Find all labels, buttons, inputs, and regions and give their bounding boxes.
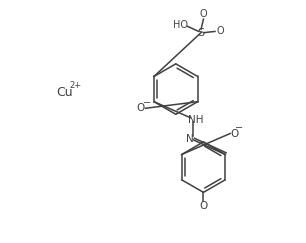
- Text: S: S: [197, 28, 205, 38]
- Text: O: O: [217, 26, 225, 36]
- Text: −: −: [144, 98, 151, 108]
- Text: N: N: [186, 134, 194, 144]
- Text: O: O: [199, 200, 207, 211]
- Text: Cu: Cu: [56, 86, 73, 99]
- Text: O: O: [137, 103, 145, 113]
- Text: −: −: [235, 123, 244, 133]
- Text: NH: NH: [188, 115, 203, 125]
- Text: O: O: [200, 9, 207, 19]
- Text: 2+: 2+: [69, 81, 81, 90]
- Text: O: O: [230, 129, 238, 139]
- Text: HO: HO: [173, 20, 188, 30]
